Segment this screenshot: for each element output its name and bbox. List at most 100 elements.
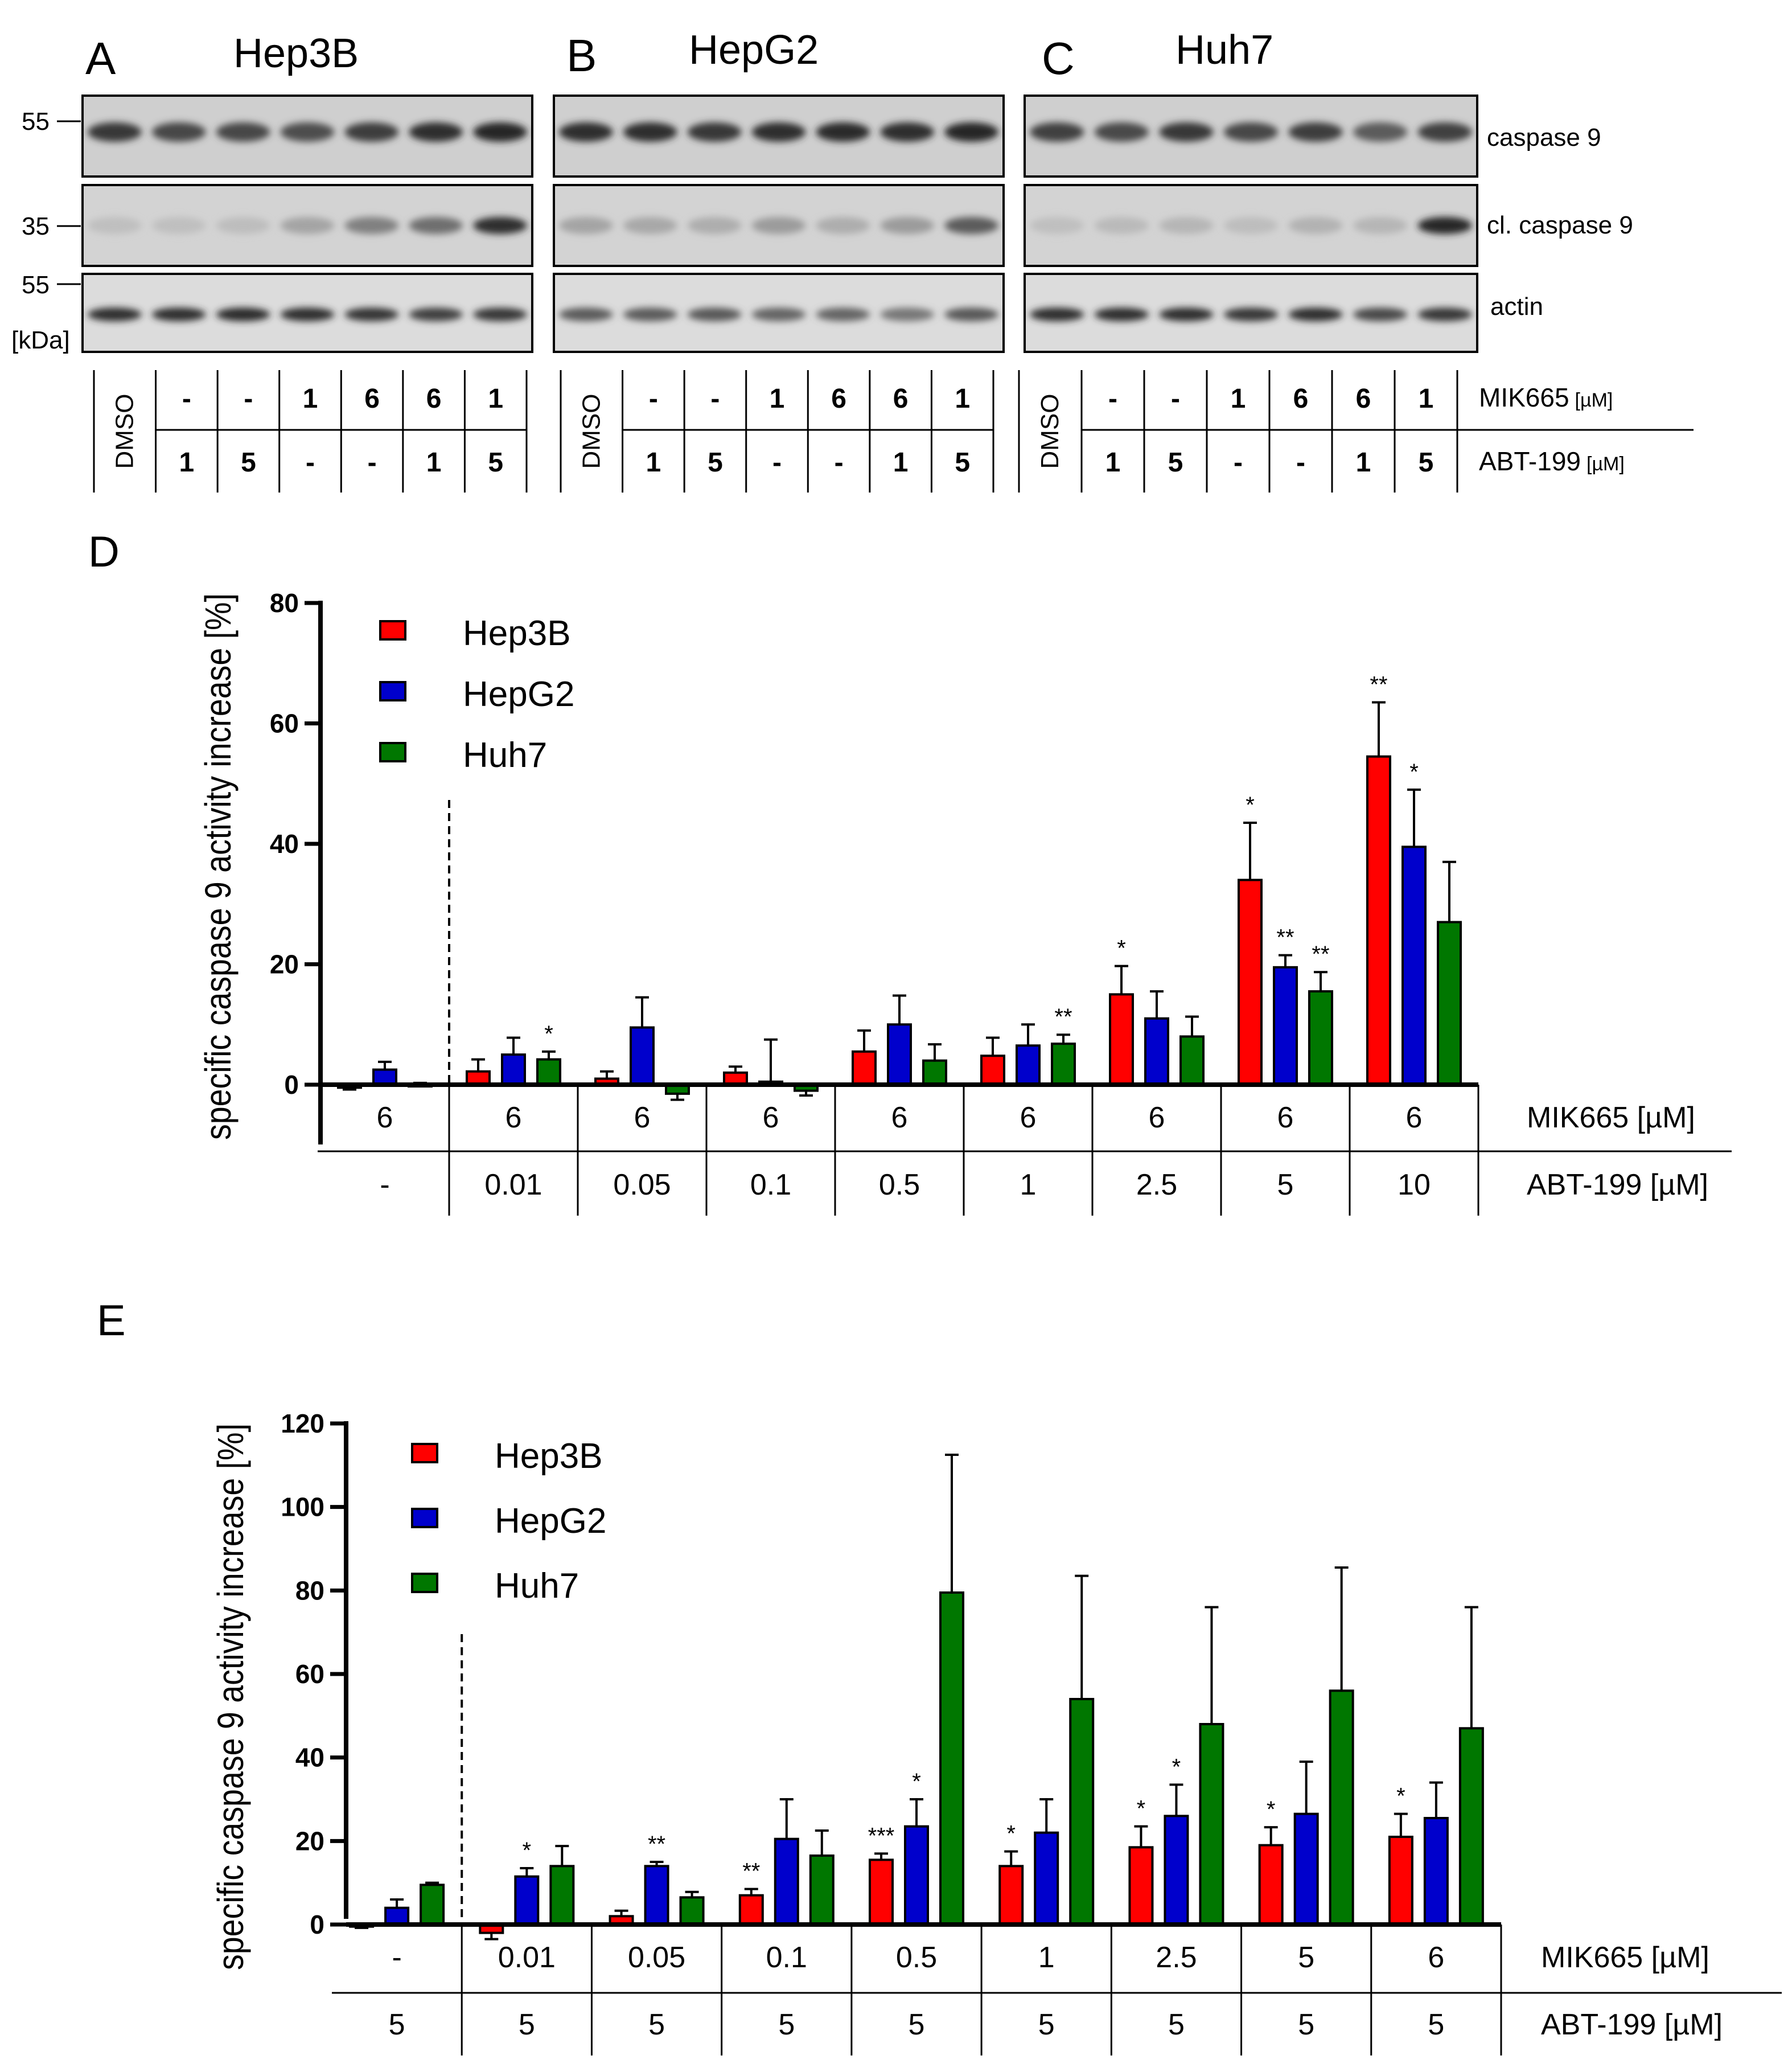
row1-value: 2.5 <box>1156 1941 1197 1974</box>
row1-value: 0.05 <box>628 1941 685 1974</box>
lane-table-a: DMSO - - 1 6 6 1 1 5 - - 1 5 <box>93 370 528 493</box>
row1-value: - <box>392 1941 401 1974</box>
lane-abt199-value: 5 <box>1168 448 1183 478</box>
panel-letter-b: B <box>566 30 597 81</box>
bar-huh7 <box>1051 1043 1076 1086</box>
bar-huh7 <box>1329 1689 1354 1926</box>
y-tick-label: 60 <box>270 709 299 738</box>
significance-marker: ** <box>1054 1004 1072 1029</box>
bar-hep3b <box>1258 1844 1284 1926</box>
blot-band <box>751 122 806 142</box>
y-tick-label: 0 <box>310 1910 324 1939</box>
significance-marker: ** <box>1312 942 1329 967</box>
blot-band <box>344 122 399 142</box>
row1-value: 1 <box>1038 1941 1055 1974</box>
row1-value: 0.1 <box>766 1941 807 1974</box>
y-axis-label: specific caspase 9 activity increase [%] <box>198 593 239 1140</box>
lane-mik665-value: - <box>710 384 720 414</box>
band-label-actin: actin <box>1490 293 1543 321</box>
y-axis-label: specific caspase 9 activity increase [%] <box>210 1423 251 1970</box>
row1-label: MIK665 [µM] <box>1527 1101 1695 1134</box>
mw-marker-55-actin: 55 <box>22 271 50 299</box>
row2-value: 5 <box>389 2008 405 2041</box>
blot-band <box>880 217 935 234</box>
blot-band <box>687 122 742 142</box>
mw-markers: 55 35 55 [kDa] <box>11 108 81 354</box>
blot-hepg2-cleaved <box>553 184 1005 267</box>
bar-huh7 <box>1437 921 1462 1086</box>
blot-band <box>880 122 935 142</box>
significance-marker: *** <box>868 1823 895 1848</box>
lane-mik665-value: - <box>649 384 658 414</box>
significance-marker: * <box>1246 793 1255 818</box>
y-tick-label: 60 <box>295 1659 324 1689</box>
blot-band <box>559 217 613 234</box>
row2-value: 0.1 <box>750 1168 791 1201</box>
row2-value: 5 <box>1277 1168 1294 1201</box>
blot-band <box>816 307 870 322</box>
y-tick-label: 20 <box>270 950 299 979</box>
lane-mik665-value: 6 <box>1293 384 1309 414</box>
significance-marker: * <box>1267 1797 1276 1822</box>
blot-band <box>623 217 677 234</box>
significance-marker: * <box>1117 936 1126 961</box>
blot-band <box>1159 307 1214 322</box>
bar-hepg2 <box>1423 1817 1449 1926</box>
lane-abt199-value: 1 <box>426 448 442 478</box>
bar-hep3b <box>738 1894 764 1926</box>
blot-band <box>344 307 399 322</box>
blot-band <box>1094 217 1149 234</box>
blot-band <box>409 122 463 142</box>
significance-marker: ** <box>648 1832 665 1857</box>
blot-band <box>687 217 742 234</box>
lane-abt199-value: 1 <box>646 448 661 478</box>
blot-band <box>1353 217 1408 234</box>
bar-hep3b <box>998 1865 1024 1926</box>
legend-swatch-hepg2 <box>379 681 406 701</box>
blot-band <box>623 122 677 142</box>
lane-abt199-value: 5 <box>241 448 256 478</box>
panel-title-huh7: Huh7 <box>1176 27 1273 73</box>
lane-label-dmso: DMSO <box>110 394 138 469</box>
blot-row-label-abt199: ABT-199 [µM] <box>1479 446 1625 476</box>
lane-abt199-value: 5 <box>488 448 503 478</box>
bar-huh7 <box>1458 1727 1484 1926</box>
row1-value: 6 <box>505 1101 522 1134</box>
mw-marker-55-top: 55 <box>22 108 50 136</box>
y-tick-label: 100 <box>281 1492 324 1522</box>
blot-band <box>1288 307 1343 322</box>
blot-band <box>473 307 527 322</box>
panel-letter-d: D <box>88 528 120 576</box>
significance-marker: * <box>1396 1784 1405 1809</box>
lane-abt199-value: 1 <box>1105 448 1121 478</box>
blot-huh7-caspase9 <box>1024 95 1478 178</box>
row2-value: 5 <box>1428 2008 1444 2041</box>
lane-mik665-value: 6 <box>1356 384 1371 414</box>
lane-mik665-value: - <box>244 384 253 414</box>
bar-huh7 <box>809 1854 835 1926</box>
bar-huh7 <box>549 1865 575 1926</box>
blot-band <box>280 217 335 234</box>
lane-mik665-value: - <box>182 384 191 414</box>
blot-band <box>409 307 463 322</box>
blot-band <box>1094 122 1149 142</box>
blot-band <box>216 217 270 234</box>
mw-marker-35: 35 <box>22 212 50 240</box>
row2-value: 1 <box>1020 1168 1037 1201</box>
legend-swatch-huh7 <box>379 742 406 762</box>
row2-value: 5 <box>648 2008 665 2041</box>
row1-value: 6 <box>1277 1101 1294 1134</box>
significance-marker: * <box>544 1021 553 1047</box>
row1-value: 0.01 <box>498 1941 556 1974</box>
bar-huh7 <box>1179 1035 1205 1086</box>
blot-band <box>944 307 998 322</box>
bar-hep3b <box>869 1858 894 1926</box>
bar-hepg2 <box>1293 1812 1319 1926</box>
y-tick-label: 80 <box>295 1575 324 1605</box>
blot-band <box>559 307 613 322</box>
blot-band <box>1417 122 1472 142</box>
significance-marker: * <box>1172 1754 1181 1779</box>
panel-letter-c: C <box>1042 33 1075 84</box>
row2-value: 5 <box>1298 2008 1314 2041</box>
blot-band <box>216 122 270 142</box>
